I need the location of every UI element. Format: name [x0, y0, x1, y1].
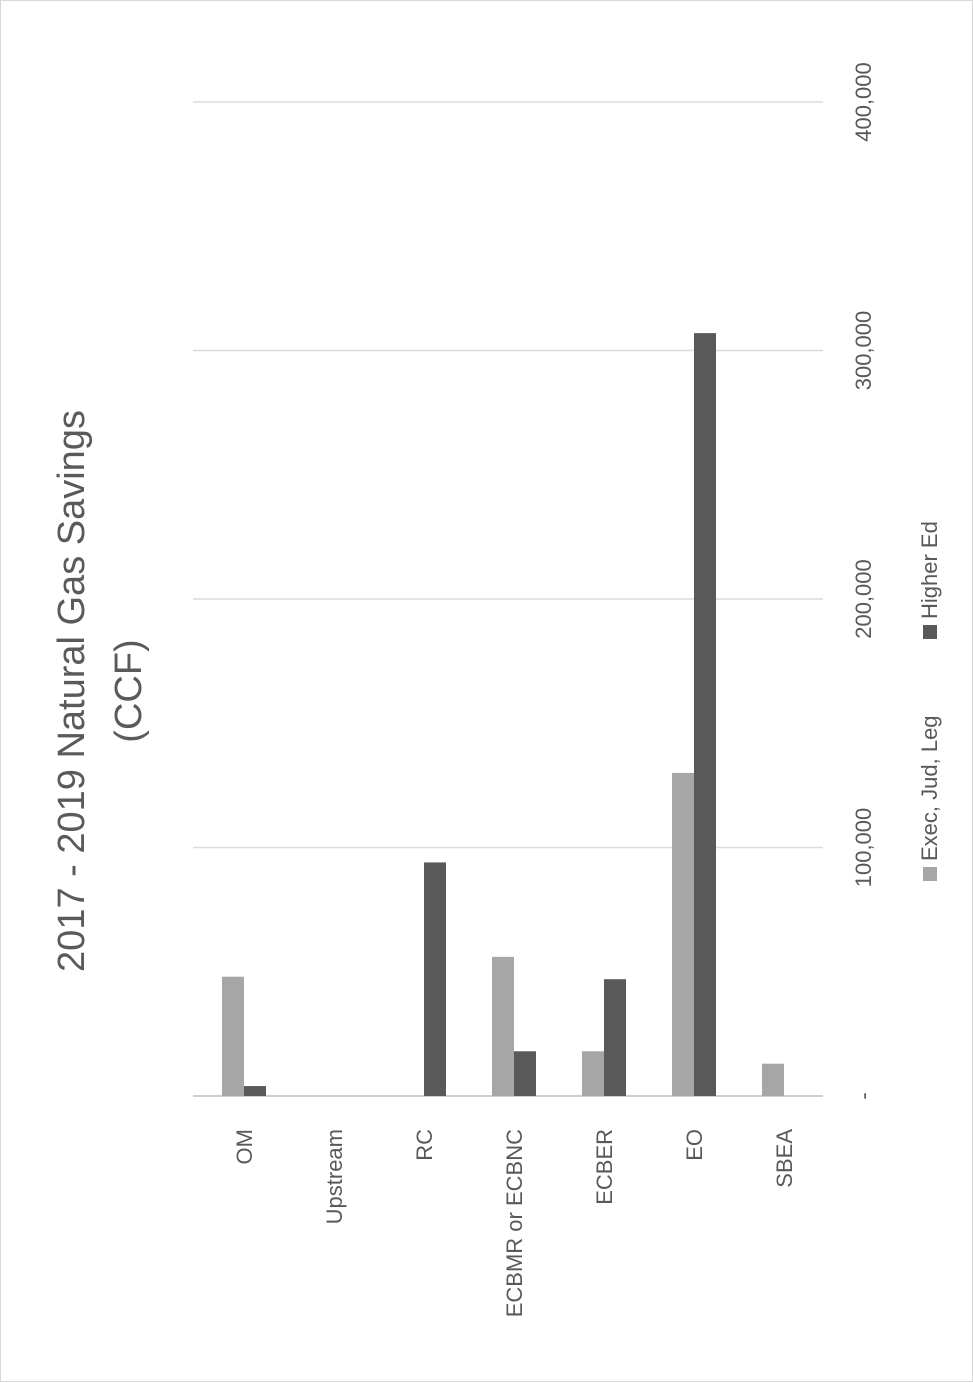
gridlines	[193, 102, 823, 1096]
legend-swatch-higher-ed	[923, 625, 937, 639]
category-label: EO	[682, 1129, 707, 1161]
value-tick-label: 300,000	[851, 311, 876, 391]
bar-exec-jud-leg-0	[222, 977, 244, 1096]
bar-exec-jud-leg-6	[762, 1064, 784, 1096]
bar-higher-ed-3	[514, 1051, 536, 1096]
bar-exec-jud-leg-3	[492, 957, 514, 1096]
chart-title-line2: (CCF)	[108, 639, 150, 742]
value-tick-label: 200,000	[851, 559, 876, 639]
value-tick-label: -	[851, 1092, 876, 1099]
legend-swatch-exec-jud-leg	[923, 867, 937, 881]
category-labels: OM Upstream RC ECBMR or ECBNC ECBER EO SBEA	[232, 1129, 797, 1318]
category-label: RC	[412, 1129, 437, 1161]
bar-higher-ed-0	[244, 1086, 266, 1096]
category-label: SBEA	[772, 1129, 797, 1188]
chart-title: 2017 - 2019 Natural Gas Savings (CCF)	[51, 410, 150, 972]
chart-title-line1: 2017 - 2019 Natural Gas Savings	[51, 410, 93, 972]
legend-label-exec-jud-leg: Exec, Jud, Leg	[917, 715, 942, 861]
category-label: ECBMR or ECBNC	[502, 1129, 527, 1317]
category-label: Upstream	[322, 1129, 347, 1224]
bar-exec-jud-leg-4	[582, 1051, 604, 1096]
category-label: ECBER	[592, 1129, 617, 1205]
value-tick-label: 100,000	[851, 808, 876, 888]
value-axis-ticks: - 100,000 200,000 300,000 400,000	[851, 62, 876, 1099]
bar-higher-ed-5	[694, 333, 716, 1096]
bar-exec-jud-leg-5	[672, 773, 694, 1096]
legend: Exec, Jud, Leg Higher Ed	[917, 521, 942, 881]
value-tick-label: 400,000	[851, 62, 876, 142]
bar-higher-ed-4	[604, 979, 626, 1096]
legend-label-higher-ed: Higher Ed	[917, 521, 942, 619]
bars	[222, 333, 784, 1096]
bar-higher-ed-2	[424, 862, 446, 1096]
category-label: OM	[232, 1129, 257, 1164]
